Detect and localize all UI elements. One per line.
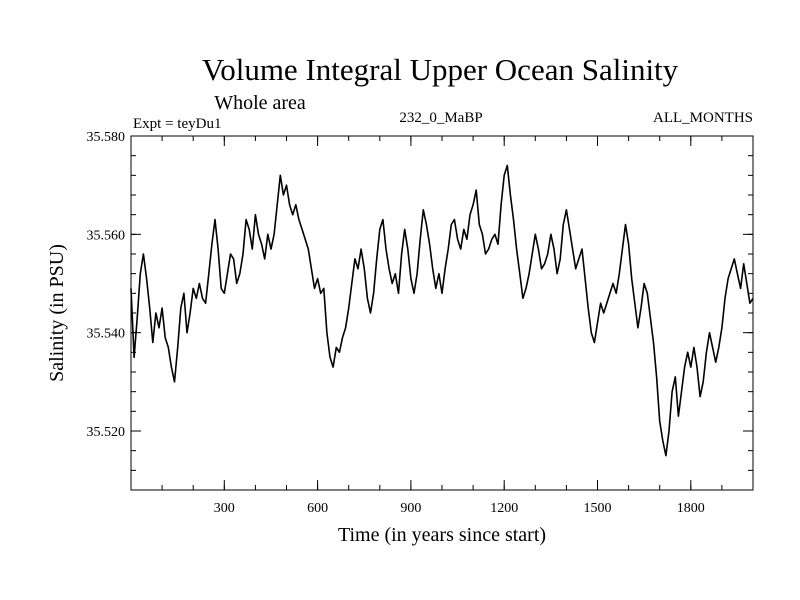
x-tick-label: 1800 [677,501,705,516]
chart-subtitle: Whole area [214,92,306,114]
plot-frame [130,135,754,491]
y-tick-label: 35.520 [87,425,126,440]
y-tick-label: 35.560 [87,228,126,243]
y-tick-label: 35.540 [87,327,126,342]
x-tick-label: 1200 [490,501,518,516]
x-tick-label: 300 [214,501,235,516]
x-tick-label: 600 [307,501,328,516]
salinity-series-line [130,164,754,457]
months-label: ALL_MONTHS [653,110,753,126]
x-tick-label: 1500 [584,501,612,516]
period-label: 232_0_MaBP [399,110,482,126]
y-axis: 35.520 35.540 35.560 35.580 [87,130,753,491]
x-axis: 300 600 900 1200 1500 1800 [130,136,754,516]
chart-title: Volume Integral Upper Ocean Salinity [202,52,679,87]
y-axis-label: Salinity (in PSU) [46,244,68,382]
x-tick-label: 900 [400,501,421,516]
experiment-label: Expt = teyDu1 [133,116,221,132]
x-axis-label: Time (in years since start) [338,524,546,546]
y-tick-label: 35.580 [87,130,126,145]
